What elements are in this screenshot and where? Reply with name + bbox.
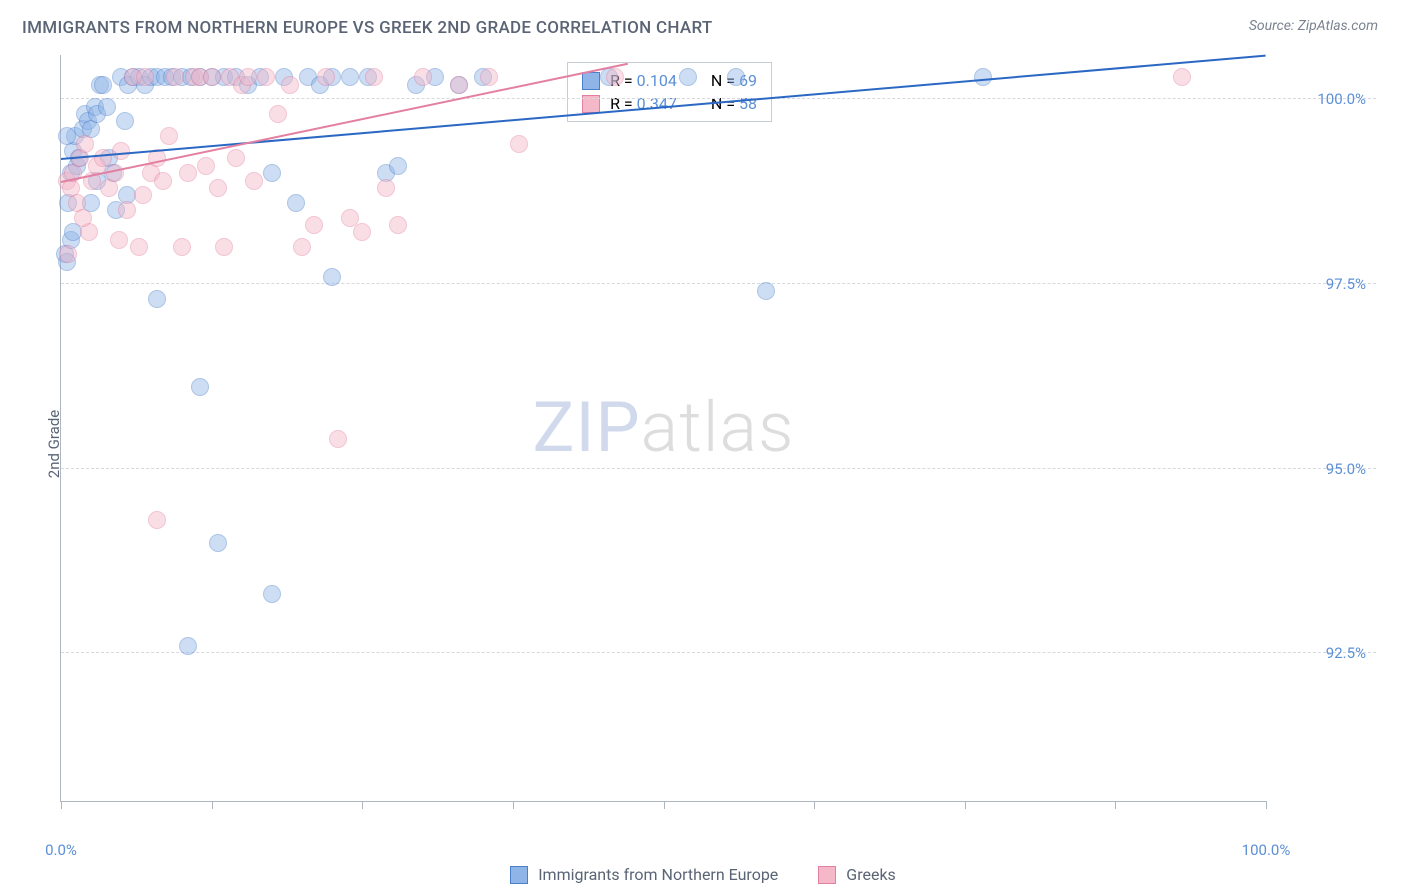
x-tick: [965, 801, 966, 809]
data-point: [106, 164, 124, 182]
data-point: [166, 68, 184, 86]
gridline: [61, 468, 1376, 469]
data-point: [263, 164, 281, 182]
data-point: [116, 112, 134, 130]
data-point: [679, 68, 697, 86]
data-point: [227, 149, 245, 167]
x-tick: [664, 801, 665, 809]
data-point: [179, 164, 197, 182]
data-point: [281, 76, 299, 94]
watermark-atlas: atlas: [641, 387, 795, 469]
watermark-zip: ZIP: [533, 387, 641, 469]
legend-label-1: Immigrants from Northern Europe: [538, 865, 778, 884]
data-point: [160, 127, 178, 145]
x-tick: [814, 801, 815, 809]
data-point: [353, 223, 371, 241]
y-tick-label: 100.0%: [1276, 90, 1366, 108]
legend-swatch-2: [818, 866, 836, 884]
data-point: [263, 585, 281, 603]
data-point: [323, 268, 341, 286]
data-point: [110, 231, 128, 249]
data-point: [134, 186, 152, 204]
data-point: [450, 76, 468, 94]
x-tick: [61, 801, 62, 809]
data-point: [112, 142, 130, 160]
x-tick-label: 100.0%: [1242, 841, 1291, 859]
data-point: [293, 238, 311, 256]
x-tick-label: 0.0%: [45, 841, 77, 859]
data-point: [136, 68, 154, 86]
data-point: [389, 157, 407, 175]
data-point: [305, 216, 323, 234]
data-point: [59, 245, 77, 263]
data-point: [389, 216, 407, 234]
x-tick: [212, 801, 213, 809]
data-point: [257, 68, 275, 86]
data-point: [58, 127, 76, 145]
legend-label-2: Greeks: [846, 865, 896, 884]
data-point: [341, 68, 359, 86]
legend-swatch-1: [510, 866, 528, 884]
data-point: [1173, 68, 1191, 86]
data-point: [74, 209, 92, 227]
data-point: [154, 172, 172, 190]
data-point: [118, 201, 136, 219]
stats-swatch: [582, 72, 600, 90]
data-point: [94, 76, 112, 94]
n-label: N = 58: [711, 94, 757, 113]
data-point: [606, 68, 624, 86]
data-point: [130, 238, 148, 256]
data-point: [209, 179, 227, 197]
x-tick: [1266, 801, 1267, 809]
x-tick: [513, 801, 514, 809]
plot-area: ZIPatlas R = 0.104N = 69R = 0.347N = 58 …: [60, 55, 1266, 802]
y-tick-label: 95.0%: [1276, 460, 1366, 478]
legend-item-series1: Immigrants from Northern Europe: [510, 865, 778, 884]
data-point: [148, 511, 166, 529]
x-tick: [362, 801, 363, 809]
data-point: [329, 430, 347, 448]
gridline: [61, 283, 1376, 284]
data-point: [197, 157, 215, 175]
y-tick-label: 97.5%: [1276, 275, 1366, 293]
chart-title: IMMIGRANTS FROM NORTHERN EUROPE VS GREEK…: [22, 18, 713, 38]
data-point: [203, 68, 221, 86]
data-point: [98, 98, 116, 116]
gridline: [61, 98, 1376, 99]
data-point: [239, 68, 257, 86]
data-point: [287, 194, 305, 212]
data-point: [377, 179, 395, 197]
data-point: [480, 68, 498, 86]
data-point: [727, 68, 745, 86]
data-point: [269, 105, 287, 123]
data-point: [245, 172, 263, 190]
data-point: [148, 290, 166, 308]
legend-item-series2: Greeks: [818, 865, 896, 884]
data-point: [414, 68, 432, 86]
chart-container: 2nd Grade ZIPatlas R = 0.104N = 69R = 0.…: [50, 55, 1376, 832]
gridline: [61, 652, 1376, 653]
data-point: [757, 282, 775, 300]
data-point: [173, 238, 191, 256]
data-point: [974, 68, 992, 86]
data-point: [209, 534, 227, 552]
data-point: [179, 637, 197, 655]
watermark: ZIPatlas: [533, 387, 795, 469]
data-point: [215, 238, 233, 256]
data-point: [365, 68, 383, 86]
data-point: [510, 135, 528, 153]
x-tick: [1115, 801, 1116, 809]
data-point: [76, 135, 94, 153]
source-label: Source: ZipAtlas.com: [1249, 18, 1378, 34]
data-point: [317, 68, 335, 86]
y-tick-label: 92.5%: [1276, 644, 1366, 662]
data-point: [191, 378, 209, 396]
bottom-legend: Immigrants from Northern Europe Greeks: [0, 865, 1406, 884]
